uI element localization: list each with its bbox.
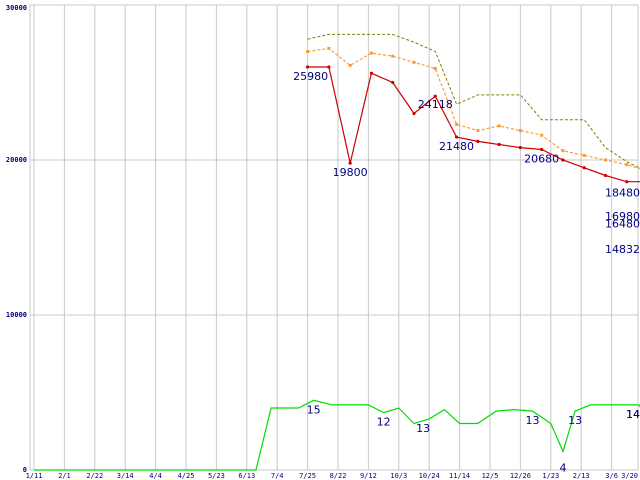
average-point xyxy=(369,51,373,55)
y-axis-ticks: 0 10000 20000 30000 xyxy=(6,4,27,474)
x-tick-label: 2/1 xyxy=(58,472,71,480)
x-tick-label: 12/5 xyxy=(482,472,499,480)
data-label: 15 xyxy=(307,403,321,416)
data-label: 13 xyxy=(568,414,582,427)
average-point xyxy=(433,67,437,71)
price-point xyxy=(433,94,437,98)
x-tick-label: 4/4 xyxy=(149,472,162,480)
plot-area xyxy=(29,4,639,471)
price-point xyxy=(603,173,608,178)
price-point xyxy=(476,139,480,143)
price-point xyxy=(540,147,544,152)
average-series-line xyxy=(307,47,640,170)
x-tick-label: 11/14 xyxy=(449,472,470,480)
x-tick-label: 1/23 xyxy=(542,472,559,480)
data-label: 13 xyxy=(526,414,540,427)
x-tick-label: 12/26 xyxy=(510,472,531,480)
price-point xyxy=(561,158,565,162)
price-point xyxy=(497,142,501,147)
y-tick-label: 20000 xyxy=(6,156,27,164)
average-point xyxy=(306,50,310,53)
x-tick-label: 6/13 xyxy=(238,472,255,480)
x-tick-label: 2/13 xyxy=(573,472,590,480)
data-label: 25980 xyxy=(293,70,328,83)
price-point xyxy=(412,111,416,116)
x-tick-label: 7/25 xyxy=(299,472,316,480)
x-tick-label: 10/24 xyxy=(419,472,440,480)
average-point xyxy=(327,46,331,50)
price-point xyxy=(454,135,459,139)
x-tick-label: 3/6 xyxy=(605,472,618,480)
data-label: 16480 xyxy=(605,218,640,231)
average-point xyxy=(518,129,522,133)
data-label: 21480 xyxy=(439,140,474,153)
price-point xyxy=(518,146,523,150)
price-point xyxy=(348,161,352,165)
data-label: 4 xyxy=(559,461,566,474)
x-axis-ticks: 1/11 2/1 2/22 3/14 4/4 4/25 5/23 6/13 7/4 7/25 8/2… xyxy=(26,472,638,480)
x-tick-label: 3/20 xyxy=(621,472,638,480)
data-label: 20680 xyxy=(524,152,559,165)
x-tick-label: 4/25 xyxy=(178,472,195,480)
y-tick-label: 30000 xyxy=(6,4,27,12)
data-labels: 25980 19800 24118 21480 20680 18480 16480 14832… xyxy=(293,70,640,474)
data-label: 18480 xyxy=(605,187,640,200)
x-tick-label: 10/3 xyxy=(390,472,407,480)
grid xyxy=(29,4,639,471)
x-tick-label: 2/22 xyxy=(86,472,103,480)
x-tick-label: 9/12 xyxy=(360,472,377,480)
data-label: 13 xyxy=(416,422,430,435)
y-tick-label: 0 xyxy=(23,466,27,474)
data-label: 12 xyxy=(377,416,391,429)
data-label: 16980 xyxy=(605,210,640,223)
average-point xyxy=(625,163,629,167)
count-series-line xyxy=(34,399,640,471)
price-point xyxy=(327,65,331,69)
data-label: 24118 xyxy=(418,98,453,111)
price-point xyxy=(369,71,374,75)
y-tick-label: 10000 xyxy=(6,311,27,319)
price-series-line xyxy=(307,66,640,183)
average-point xyxy=(455,122,459,126)
data-label: 14832 xyxy=(605,243,640,256)
average-point xyxy=(476,129,480,133)
price-point xyxy=(582,166,586,170)
x-tick-label: 8/22 xyxy=(330,472,347,480)
price-point xyxy=(391,80,395,85)
average-point xyxy=(582,153,586,157)
average-point xyxy=(540,133,544,137)
data-label: 14 xyxy=(626,408,640,421)
average-point xyxy=(412,60,416,64)
average-point xyxy=(497,124,501,128)
data-label: 19800 xyxy=(333,166,368,179)
price-point xyxy=(306,65,310,69)
average-point xyxy=(391,54,395,58)
x-tick-label: 7/4 xyxy=(271,472,284,480)
data-label: 14 xyxy=(626,408,640,421)
price-point xyxy=(625,180,629,184)
x-tick-label: 5/23 xyxy=(208,472,225,480)
average-point xyxy=(561,149,565,153)
average-point xyxy=(604,158,608,162)
x-tick-label: 1/11 xyxy=(26,472,43,480)
series-layer xyxy=(34,33,640,471)
x-tick-label: 3/14 xyxy=(117,472,134,480)
average-point xyxy=(348,63,352,67)
upper-series-line xyxy=(307,33,640,169)
